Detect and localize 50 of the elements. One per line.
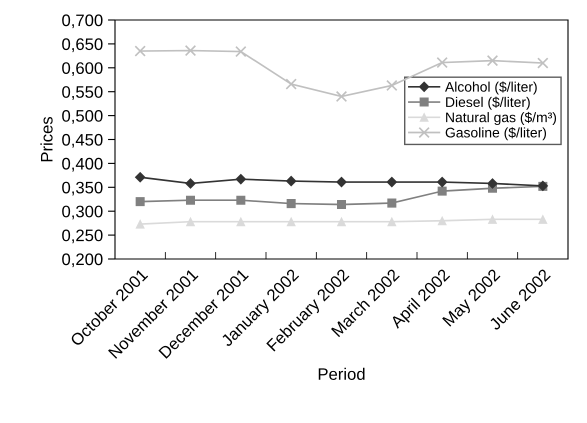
point [487, 178, 498, 189]
y-tick-label: 0,700 [62, 14, 103, 28]
point [438, 216, 447, 226]
point [387, 217, 396, 226]
point [336, 176, 347, 188]
point [186, 217, 196, 226]
point [285, 78, 297, 90]
point [386, 176, 398, 188]
point [136, 197, 145, 206]
y-tick-label: 0,300 [62, 206, 103, 220]
legend-label: Natural gas ($/m³) [446, 112, 556, 126]
y-tick-label: 0,500 [62, 110, 103, 124]
point [336, 90, 348, 102]
point [186, 196, 196, 205]
point [286, 199, 296, 208]
point [436, 176, 448, 188]
point [236, 196, 246, 205]
y-tick-label: 0,200 [62, 253, 103, 268]
y-tick-label: 0,400 [62, 158, 103, 172]
point [488, 214, 498, 224]
legend-label: Diesel ($/liter) [446, 96, 530, 110]
y-tick-label: 0,250 [62, 230, 103, 244]
point [286, 217, 296, 226]
legend-label: Gasoline ($/liter) [446, 127, 546, 140]
y-tick-label: 0,650 [62, 38, 103, 52]
legend-label: Alcohol ($/liter) [445, 81, 537, 95]
point [336, 217, 346, 226]
point [184, 44, 196, 56]
point [538, 214, 548, 224]
point [336, 200, 346, 210]
point [436, 56, 448, 68]
point [134, 45, 146, 57]
point [185, 178, 196, 189]
point [438, 186, 447, 196]
point [537, 57, 549, 69]
y-tick-label: 0,450 [62, 134, 103, 148]
point [387, 198, 396, 208]
y-tick-label: 0,350 [62, 182, 103, 196]
y-tick-label: 0,550 [62, 86, 103, 100]
point [235, 46, 247, 58]
point [134, 172, 146, 183]
y-axis-title: Prices [40, 116, 53, 162]
point [236, 174, 246, 184]
point [286, 176, 296, 186]
point [136, 220, 145, 229]
point [236, 217, 246, 226]
point [486, 54, 498, 66]
point [386, 80, 398, 92]
y-tick-label: 0,600 [62, 62, 103, 76]
x-axis-title: Period [318, 368, 365, 380]
